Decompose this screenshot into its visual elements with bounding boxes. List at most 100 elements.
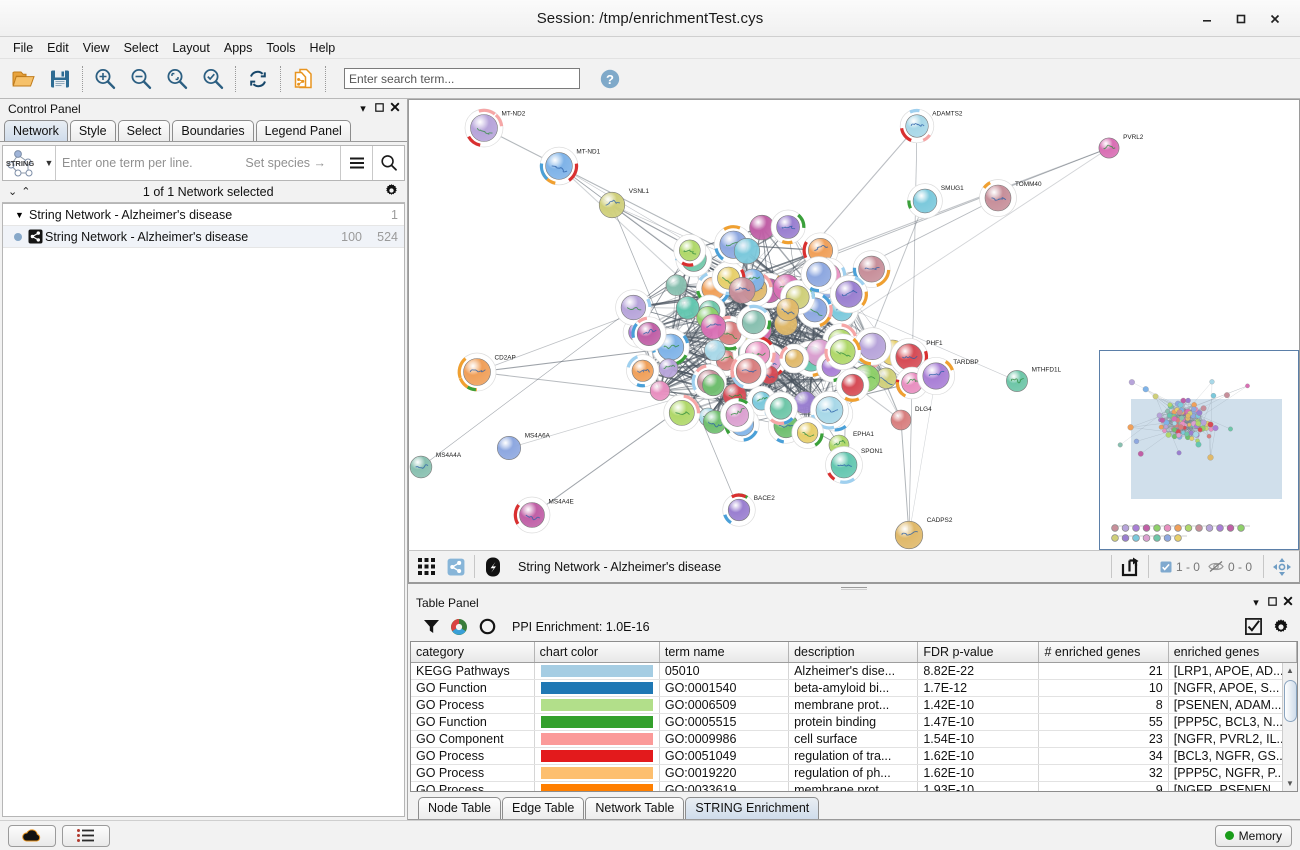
network-node[interactable] (770, 209, 806, 245)
column-header-chart-color[interactable]: chart color (534, 642, 660, 663)
column-header-description[interactable]: description (788, 642, 919, 663)
network-node[interactable]: DLG4 (890, 406, 932, 431)
network-node[interactable]: ADAMTS2 (899, 108, 963, 144)
node-sphere[interactable] (470, 114, 498, 142)
zoom-in-icon[interactable] (87, 62, 123, 96)
close-button[interactable] (1258, 4, 1292, 34)
node-sphere[interactable] (668, 399, 695, 426)
table-row[interactable]: GO Function GO:0005515 protein binding 1.47… (411, 713, 1297, 731)
node-sphere[interactable] (890, 409, 912, 431)
network-node[interactable] (702, 373, 725, 397)
network-node[interactable] (649, 380, 671, 401)
network-tree-child-row[interactable]: String Network - Alzheimer's disease 100… (3, 226, 404, 248)
network-node[interactable]: BACE2 (722, 493, 776, 527)
network-node[interactable]: MT-ND2 (464, 108, 526, 148)
tab-select[interactable]: Select (117, 120, 171, 141)
node-sphere[interactable] (841, 373, 864, 397)
hamburger-icon[interactable] (340, 146, 372, 180)
network-node[interactable] (829, 275, 868, 314)
menu-view[interactable]: View (82, 40, 110, 55)
column-header-fdr-pvalue[interactable]: FDR p-value (917, 642, 1040, 663)
node-sphere[interactable] (835, 280, 863, 308)
refresh-icon[interactable] (240, 62, 276, 96)
network-node[interactable] (728, 277, 756, 304)
table-row[interactable]: GO Component GO:0009986 cell surface 1.54E-… (411, 730, 1297, 748)
column-header-term-name[interactable]: term name (659, 642, 790, 663)
table-row[interactable]: GO Process GO:0006509 membrane prot... 1.42… (411, 696, 1297, 714)
panel-split-handle[interactable] (408, 584, 1300, 593)
table-row[interactable]: GO Process GO:0019220 regulation of ph... 1… (411, 764, 1297, 782)
scroll-up-icon[interactable]: ▲ (1286, 665, 1294, 675)
node-sphere[interactable] (905, 114, 929, 138)
table-row[interactable]: GO Process GO:0051049 regulation of tra...… (411, 747, 1297, 765)
network-node[interactable] (749, 214, 775, 241)
minimap-viewport-rect[interactable] (1131, 399, 1282, 499)
network-node[interactable] (730, 352, 767, 390)
annotate-icon[interactable] (478, 553, 508, 580)
control-panel-close-icon[interactable] (387, 102, 403, 115)
hidden-nodes-counter[interactable]: 0 - 0 (1208, 560, 1260, 574)
node-sphere[interactable] (727, 498, 751, 522)
node-sphere[interactable] (749, 214, 775, 241)
node-sphere[interactable] (797, 422, 819, 444)
table-row[interactable]: GO Function GO:0001540 beta-amyloid bi... 1… (411, 679, 1297, 697)
tab-style[interactable]: Style (69, 120, 116, 141)
node-sphere[interactable] (700, 313, 727, 340)
node-sphere[interactable] (725, 403, 749, 427)
table-vertical-scrollbar[interactable]: ▲ ▼ (1282, 662, 1297, 791)
cloud-icon[interactable] (8, 824, 56, 847)
column-header-enriched-genes[interactable]: enriched genes (1168, 642, 1297, 663)
search-input[interactable] (344, 68, 580, 89)
node-sphere[interactable] (922, 362, 950, 390)
node-sphere[interactable] (1098, 137, 1120, 159)
network-node[interactable] (676, 296, 700, 320)
zoom-fit-icon[interactable] (159, 62, 195, 96)
network-node[interactable]: SPON1 (825, 446, 884, 484)
menu-help[interactable]: Help (309, 40, 336, 55)
network-node[interactable] (835, 368, 870, 402)
help-icon[interactable]: ? (592, 62, 628, 96)
menu-edit[interactable]: Edit (47, 40, 69, 55)
node-sphere[interactable] (806, 261, 832, 287)
network-node[interactable] (704, 339, 726, 362)
network-node[interactable] (853, 327, 892, 366)
network-node[interactable]: MS4A4A (409, 452, 462, 479)
chart-color-icon[interactable] (446, 615, 472, 639)
node-sphere[interactable] (497, 435, 522, 460)
network-node[interactable] (824, 333, 862, 371)
tab-legend-panel[interactable]: Legend Panel (255, 120, 351, 141)
network-node[interactable] (720, 397, 755, 433)
table-panel-float-icon[interactable] (1264, 596, 1280, 609)
donut-icon[interactable] (474, 615, 500, 639)
network-node[interactable] (700, 313, 727, 340)
node-sphere[interactable] (665, 274, 688, 296)
network-node[interactable] (663, 394, 701, 432)
network-node[interactable] (875, 367, 897, 389)
tab-network[interactable]: Network (4, 120, 68, 141)
export-image-icon[interactable] (1115, 553, 1145, 580)
node-sphere[interactable] (620, 294, 646, 321)
network-node[interactable] (673, 234, 707, 267)
table-panel-close-icon[interactable] (1280, 596, 1296, 609)
node-sphere[interactable] (728, 277, 756, 304)
node-sphere[interactable] (829, 339, 856, 365)
menu-select[interactable]: Select (123, 40, 159, 55)
network-canvas[interactable]: MT-ND2 MT-ND1 VSNL1 CD2AP MS4A4A MS4A6A MS4A4E… (408, 99, 1300, 550)
column-header-enriched-gene-count[interactable]: # enriched genes (1038, 642, 1169, 663)
node-sphere[interactable] (776, 298, 800, 322)
tab-network-table[interactable]: Network Table (585, 797, 685, 819)
node-sphere[interactable] (733, 238, 761, 265)
network-node[interactable]: VSNL1 (598, 188, 649, 219)
minimize-button[interactable] (1190, 4, 1224, 34)
network-node[interactable] (800, 256, 837, 293)
table-row[interactable]: KEGG Pathways 05010 Alzheimer's dise... 8.8… (411, 662, 1297, 680)
node-sphere[interactable] (1006, 370, 1028, 392)
menu-file[interactable]: File (13, 40, 34, 55)
control-panel-float-icon[interactable] (371, 102, 387, 115)
node-sphere[interactable] (676, 296, 700, 320)
menu-tools[interactable]: Tools (266, 40, 296, 55)
gear-icon[interactable] (384, 183, 399, 201)
network-node[interactable]: PHF1 (889, 337, 943, 377)
network-node[interactable] (658, 358, 679, 379)
column-header-category[interactable]: category (411, 642, 535, 663)
